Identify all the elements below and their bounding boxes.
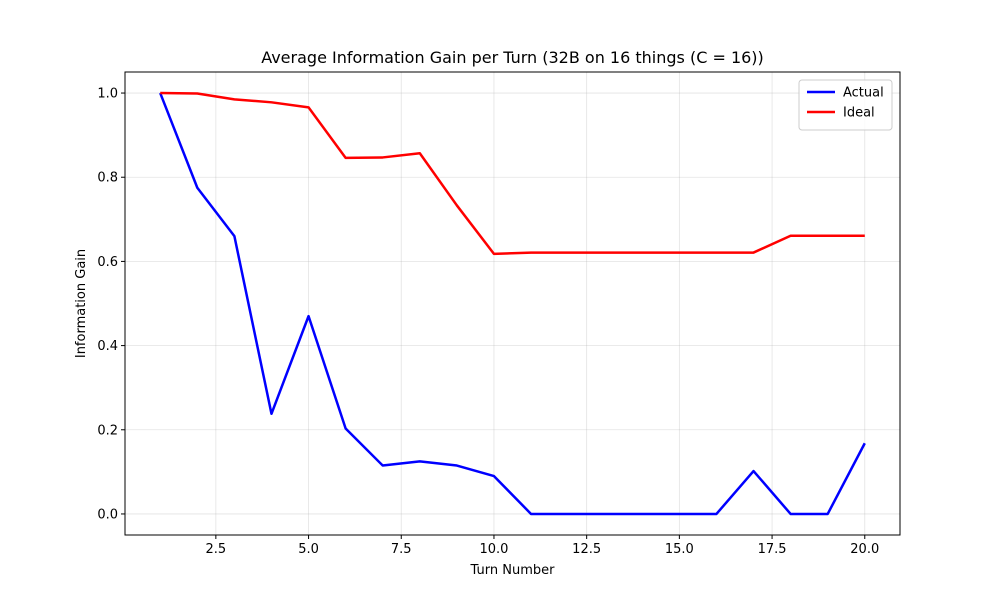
x-tick-label: 5.0 bbox=[298, 542, 319, 557]
y-tick-label: 0.4 bbox=[97, 339, 118, 354]
legend-label-ideal: Ideal bbox=[843, 106, 875, 121]
grid bbox=[125, 72, 900, 535]
x-tick-label: 20.0 bbox=[850, 542, 879, 557]
axis-ticks: 2.5 5.0 7.5 10.0 12.5 15.0 17.5 20.0 0.0 0.2 0.4 0.… bbox=[97, 87, 879, 557]
x-tick-label: 10.0 bbox=[479, 542, 508, 557]
plot-area-frame bbox=[124, 71, 901, 536]
x-tick-label: 15.0 bbox=[665, 542, 694, 557]
y-tick-label: 0.6 bbox=[97, 255, 118, 270]
y-tick-label: 0.8 bbox=[97, 171, 118, 186]
y-tick-label: 0.0 bbox=[97, 507, 118, 522]
legend-label-actual: Actual bbox=[843, 86, 884, 101]
x-tick-label: 7.5 bbox=[391, 542, 412, 557]
legend: Actual Ideal bbox=[798, 79, 893, 131]
y-tick-label: 1.0 bbox=[97, 87, 118, 102]
y-tick-label: 0.2 bbox=[97, 423, 118, 438]
x-axis-label: Turn Number bbox=[470, 563, 556, 578]
series-line-actual bbox=[159, 92, 866, 516]
series-lines bbox=[159, 91, 866, 516]
x-tick-label: 12.5 bbox=[572, 542, 601, 557]
x-tick-label: 17.5 bbox=[758, 542, 787, 557]
series-line-ideal bbox=[160, 91, 865, 256]
y-axis-label: Information Gain bbox=[74, 249, 89, 358]
chart-title: Average Information Gain per Turn (32B o… bbox=[261, 48, 764, 67]
x-tick-label: 2.5 bbox=[206, 542, 227, 557]
